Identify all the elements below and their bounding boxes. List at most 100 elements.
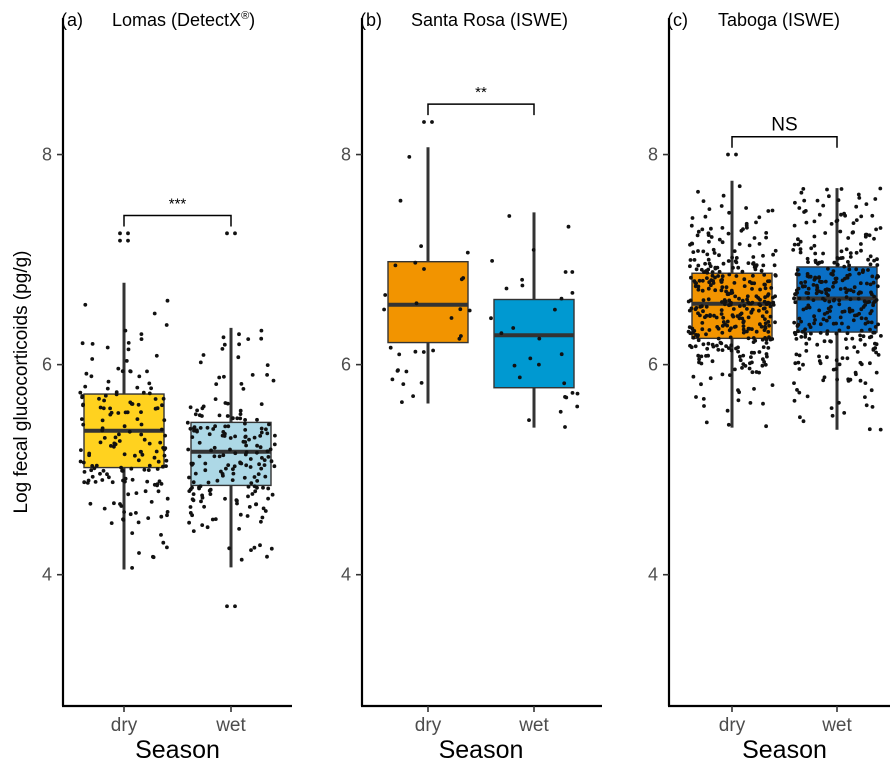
data-point (831, 321, 836, 326)
data-point (762, 273, 767, 277)
data-point (821, 203, 826, 208)
data-point (724, 285, 729, 290)
data-point (753, 267, 758, 272)
data-point (146, 516, 151, 520)
data-point (700, 227, 705, 232)
data-point (767, 323, 771, 328)
data-point (691, 250, 696, 255)
data-point (757, 215, 762, 220)
data-point (837, 362, 842, 367)
data-point (822, 312, 827, 316)
data-point (122, 452, 127, 457)
data-point (856, 291, 861, 296)
data-point (382, 307, 386, 312)
data-point (804, 341, 809, 346)
x-tick-label: dry (415, 715, 442, 736)
data-point (126, 231, 130, 236)
data-point (746, 315, 751, 320)
data-point (156, 459, 161, 464)
data-point (705, 252, 710, 257)
data-point (717, 253, 721, 258)
y-axis-title: Log fecal glucocorticoids (pg/g) (11, 251, 32, 514)
data-point (765, 354, 769, 359)
data-point (858, 360, 863, 365)
data-point (694, 306, 699, 310)
data-point (265, 373, 269, 377)
data-point (198, 426, 203, 430)
data-point (745, 329, 749, 334)
data-point (867, 233, 872, 238)
data-point (191, 529, 196, 533)
data-point (563, 425, 567, 429)
data-point (801, 307, 806, 312)
data-point (520, 283, 525, 288)
data-point (834, 331, 839, 336)
data-point (109, 521, 114, 525)
data-point (835, 256, 840, 260)
data-point (838, 229, 843, 234)
data-point (745, 297, 749, 302)
data-point (817, 354, 821, 359)
data-point (747, 366, 752, 371)
data-point (85, 481, 90, 485)
data-point (874, 350, 878, 355)
data-point (262, 463, 267, 467)
data-point (842, 264, 847, 269)
data-point (422, 120, 426, 124)
data-point (138, 449, 143, 454)
data-point (141, 390, 146, 395)
data-point (707, 239, 711, 244)
data-point (859, 316, 864, 321)
data-point (764, 424, 768, 429)
data-point (766, 320, 771, 324)
data-point (866, 257, 870, 262)
x-tick-label: dry (719, 715, 746, 736)
data-point (247, 505, 252, 509)
data-point (750, 370, 755, 375)
data-point (709, 283, 713, 288)
data-point (235, 416, 240, 421)
data-point (814, 291, 819, 296)
data-point (80, 417, 84, 421)
data-point (730, 255, 734, 260)
data-point (719, 312, 724, 316)
data-point (737, 242, 742, 246)
data-point (744, 221, 749, 226)
data-point (238, 408, 243, 413)
data-point (740, 269, 745, 274)
data-point (760, 337, 765, 342)
data-point (719, 204, 724, 208)
data-point (848, 255, 853, 259)
data-point (839, 212, 843, 217)
data-point (806, 296, 811, 300)
data-point (686, 329, 691, 334)
data-point (101, 406, 106, 411)
data-point (727, 303, 731, 308)
data-point (840, 356, 845, 360)
box-wet (791, 186, 883, 432)
data-point (874, 342, 879, 347)
data-point (710, 270, 715, 274)
data-point (862, 299, 867, 304)
data-point (237, 332, 241, 337)
data-point (748, 401, 753, 405)
data-point (213, 397, 218, 401)
data-point (797, 316, 802, 321)
data-point (794, 337, 799, 341)
data-point (720, 372, 725, 377)
data-point (854, 218, 859, 223)
data-point (762, 282, 767, 287)
x-tick-label: wet (821, 715, 852, 736)
data-point (237, 342, 242, 347)
data-point (78, 459, 83, 464)
data-point (737, 296, 741, 301)
data-point (709, 235, 714, 239)
data-point (845, 273, 850, 278)
data-point (875, 257, 879, 262)
data-point (715, 343, 719, 348)
data-point (741, 227, 745, 232)
data-point (874, 370, 879, 375)
data-point (136, 458, 141, 463)
data-point (872, 258, 876, 263)
data-point (162, 453, 167, 458)
